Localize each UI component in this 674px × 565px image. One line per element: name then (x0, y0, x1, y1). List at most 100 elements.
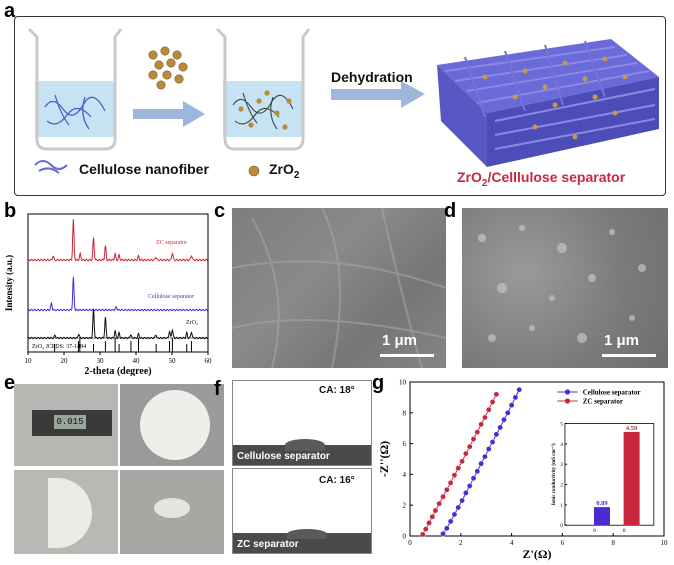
inset-x-tick-label: 8 (623, 528, 626, 534)
eis-point (478, 421, 484, 428)
panel-g-label: g (372, 372, 385, 394)
eis-point (512, 394, 519, 401)
caliper-screen: 0.015 (54, 415, 86, 429)
eis-point (474, 429, 481, 435)
xrd-legend-cellulose: Cellulose separator (148, 294, 194, 300)
eis-point (432, 507, 439, 514)
xrd-y-axis-title: Intensity (a.u.) (4, 255, 14, 311)
panel-a-label: a (4, 0, 16, 22)
eis-point (419, 531, 426, 538)
eis-point (459, 497, 465, 504)
eis-point (485, 406, 492, 413)
sphere-legend-icon (248, 165, 260, 177)
eis-legend-marker (564, 398, 571, 404)
inset-bar-0 (593, 507, 610, 526)
eis-y-tick-label: 6 (403, 440, 407, 448)
xrd-x-axis-title: 2-theta (degree) (84, 366, 151, 376)
panel-d-label: d (444, 200, 457, 222)
zro2-legend-label: ZrO2 (269, 161, 299, 181)
eis-point (501, 416, 507, 423)
zro2-legend-text: ZrO (269, 161, 294, 177)
xrd-x-tick-label: 10 (25, 357, 33, 365)
photo-folded-1 (14, 470, 118, 554)
eis-x-tick-label: 2 (459, 539, 463, 547)
beaker-2-icon (215, 27, 311, 151)
eis-plot-frame (409, 381, 665, 537)
eis-point (508, 402, 515, 408)
eis-point (482, 453, 488, 460)
fiber-legend-label: Cellulose nanofiber (79, 161, 209, 177)
eis-legend-label: Cellulose separator (583, 389, 641, 397)
eis-point (444, 525, 450, 532)
eis-y-tick-label: 4 (403, 471, 407, 479)
beaker-1-icon (27, 27, 123, 151)
photo-folded-2 (120, 470, 224, 554)
substrate-bottom (233, 533, 371, 553)
inset-y-tick-label: 4 (560, 442, 563, 448)
xrd-series-2 (27, 308, 208, 340)
eis-point (459, 458, 465, 465)
contact-angle-bottom: CA: 16° ZC separator (232, 468, 372, 554)
zro2-particles-icon (148, 46, 188, 90)
xrd-series-0 (27, 219, 208, 262)
inset-bar-value-label: 4.59 (626, 425, 638, 432)
eis-point (485, 446, 492, 452)
xrd-x-tick-label: 40 (133, 357, 141, 365)
sem-image-cellulose: 1 μm (231, 207, 447, 369)
eis-point (455, 465, 462, 472)
eis-y-axis-title: -Z''(Ω) (377, 441, 391, 477)
eis-point (504, 410, 511, 416)
xrd-chart: ZrO₂ JCPDS: 37-1484 ZC separator Cellulose… (4, 213, 213, 376)
panel-c-label: c (214, 200, 226, 222)
droplet-bottom-icon (287, 529, 327, 539)
ca-name-top: Cellulose separator (237, 451, 330, 462)
disc-separator-icon (140, 390, 210, 460)
eis-point (463, 490, 469, 496)
inset-y-tick-label: 3 (560, 462, 563, 468)
inset-bar-value-label: 0.89 (596, 500, 608, 507)
eis-x-tick-label: 0 (408, 539, 412, 547)
product-label-sub: 2 (481, 177, 488, 189)
eis-point (470, 475, 477, 482)
fiber-legend-icon (34, 160, 68, 174)
xrd-reference-label: ZrO₂ JCPDS: 37-1484 (32, 344, 86, 350)
eis-y-tick-label: 8 (403, 409, 407, 417)
separator-mat-icon (437, 39, 659, 167)
inset-y-tick-label: 0 (560, 523, 563, 529)
eis-x-tick-label: 8 (611, 539, 615, 547)
xrd-legend-zro2: ZrO₂ (186, 320, 198, 326)
eis-x-tick-label: 4 (510, 539, 514, 547)
dehydration-label: Dehydration (331, 69, 413, 85)
sem-particle-texture (478, 225, 646, 343)
eis-legend-label: ZC separator (583, 398, 623, 406)
panel-e-label: e (4, 372, 16, 394)
eis-point (516, 386, 523, 393)
eis-point (447, 518, 454, 525)
eis-x-axis-title: Z'(Ω) (523, 547, 552, 561)
eis-point (466, 483, 473, 489)
product-label: ZrO2/Celllulose separator (457, 169, 625, 189)
eis-point (426, 520, 432, 526)
xrd-plot-frame (27, 213, 209, 353)
eis-point (429, 513, 436, 520)
eis-point (451, 472, 458, 478)
inset-y-tick-label: 1 (560, 503, 563, 509)
ca-name-bottom: ZC separator (237, 539, 299, 550)
contact-angle-top: CA: 18° Cellulose separator (232, 380, 372, 466)
xrd-x-tick-label: 60 (205, 357, 213, 365)
eis-x-tick-label: 10 (661, 539, 669, 547)
eis-point (440, 530, 446, 537)
droplet-top-icon (285, 439, 325, 451)
eis-point (493, 431, 500, 438)
eis-point (447, 480, 454, 486)
panel-a-frame: Dehydration Cellulose nanofiber ZrO2 ZrO… (14, 16, 666, 196)
scale-bar-d (602, 354, 656, 357)
eis-point (422, 526, 429, 532)
sem-fiber-texture (231, 207, 447, 369)
inset-y-tick-label: 5 (560, 422, 563, 428)
eis-x-tick-label: 6 (561, 539, 565, 547)
eis-point (466, 443, 473, 450)
ca-value-top: CA: 18° (319, 385, 355, 396)
xrd-legend-zc: ZC separator (156, 240, 187, 246)
eis-point (440, 493, 446, 500)
